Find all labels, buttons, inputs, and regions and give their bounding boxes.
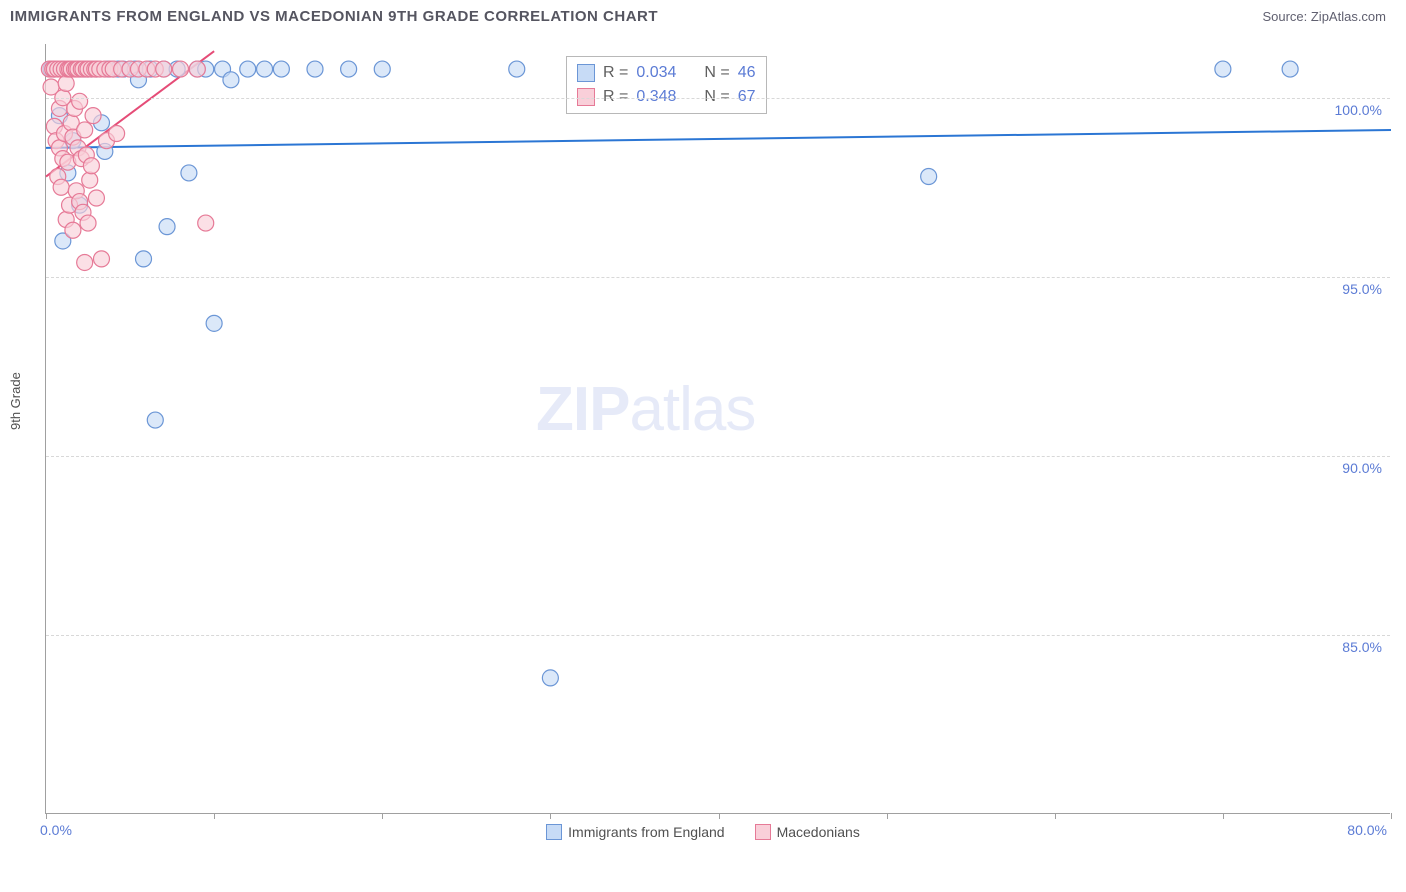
source-label: Source:	[1262, 9, 1310, 24]
gridline	[46, 98, 1390, 99]
data-point	[206, 315, 222, 331]
data-point	[72, 93, 88, 109]
data-point	[341, 61, 357, 77]
data-point	[88, 190, 104, 206]
legend-item-macedonians: Macedonians	[755, 824, 860, 840]
source-name: ZipAtlas.com	[1311, 9, 1386, 24]
y-tick-label: 95.0%	[1342, 281, 1382, 297]
stats-r-label: R =	[603, 61, 628, 85]
plot-area: ZIPatlas R = 0.034 N = 46 R = 0.348 N = …	[45, 44, 1390, 814]
data-point	[58, 75, 74, 91]
data-point	[273, 61, 289, 77]
data-point	[83, 158, 99, 174]
x-tick	[214, 813, 215, 819]
legend-swatch-pink	[755, 824, 771, 840]
data-point	[77, 122, 93, 138]
data-point	[82, 172, 98, 188]
data-point	[921, 169, 937, 185]
x-tick	[887, 813, 888, 819]
data-point	[198, 215, 214, 231]
data-point	[53, 179, 69, 195]
stats-swatch-blue	[577, 64, 595, 82]
data-point	[147, 412, 163, 428]
source-attribution: Source: ZipAtlas.com	[1262, 9, 1386, 24]
x-tick	[46, 813, 47, 819]
data-point	[1215, 61, 1231, 77]
legend-label: Macedonians	[777, 824, 860, 840]
data-point	[240, 61, 256, 77]
gridline	[46, 456, 1390, 457]
gridline	[46, 277, 1390, 278]
data-point	[93, 251, 109, 267]
data-point	[173, 61, 189, 77]
data-point	[136, 251, 152, 267]
y-axis-label: 9th Grade	[8, 372, 23, 430]
chart-header: IMMIGRANTS FROM ENGLAND VS MACEDONIAN 9T…	[0, 0, 1406, 29]
bottom-legend: Immigrants from England Macedonians	[0, 824, 1406, 840]
x-tick	[719, 813, 720, 819]
data-point	[257, 61, 273, 77]
data-point	[189, 61, 205, 77]
x-tick	[550, 813, 551, 819]
stats-n-label: N =	[704, 61, 729, 85]
data-point	[80, 215, 96, 231]
data-point	[65, 222, 81, 238]
data-point	[509, 61, 525, 77]
regression-line	[46, 130, 1391, 148]
legend-item-england: Immigrants from England	[546, 824, 724, 840]
y-tick-label: 85.0%	[1342, 639, 1382, 655]
data-point	[181, 165, 197, 181]
data-point	[374, 61, 390, 77]
y-tick-label: 100.0%	[1335, 102, 1382, 118]
scatter-svg	[46, 44, 1390, 813]
gridline	[46, 635, 1390, 636]
legend-swatch-blue	[546, 824, 562, 840]
data-point	[307, 61, 323, 77]
stats-n-value: 46	[738, 61, 756, 85]
stats-r-value: 0.034	[636, 61, 676, 85]
x-tick	[1223, 813, 1224, 819]
data-point	[159, 219, 175, 235]
data-point	[223, 72, 239, 88]
data-point	[109, 126, 125, 142]
x-tick	[1055, 813, 1056, 819]
chart-title: IMMIGRANTS FROM ENGLAND VS MACEDONIAN 9T…	[10, 8, 658, 25]
data-point	[542, 670, 558, 686]
x-tick	[382, 813, 383, 819]
data-point	[156, 61, 172, 77]
data-point	[1282, 61, 1298, 77]
x-tick	[1391, 813, 1392, 819]
correlation-stats-box: R = 0.034 N = 46 R = 0.348 N = 67	[566, 56, 767, 114]
y-tick-label: 90.0%	[1342, 460, 1382, 476]
data-point	[85, 108, 101, 124]
data-point	[77, 254, 93, 270]
legend-label: Immigrants from England	[568, 824, 724, 840]
stats-row: R = 0.034 N = 46	[577, 61, 756, 85]
